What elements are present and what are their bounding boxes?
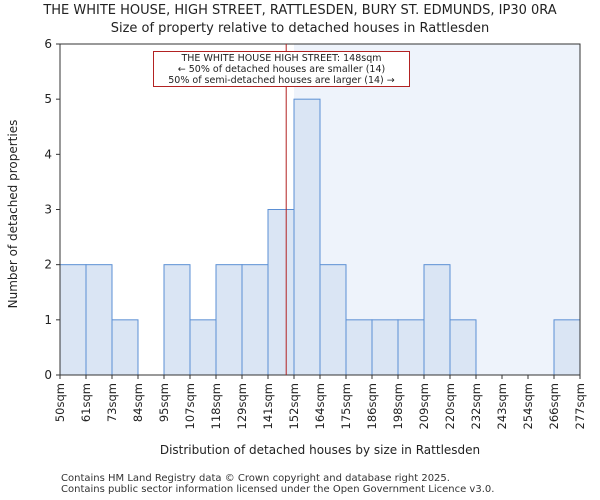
y-tick-label-6: 6	[44, 37, 52, 51]
y-tick-label-3: 3	[44, 203, 52, 217]
x-tick-label-175sqm: 175sqm	[339, 383, 353, 429]
property-annotation-box: THE WHITE HOUSE HIGH STREET: 148sqm ← 50…	[153, 51, 410, 87]
x-tick-label-232sqm: 232sqm	[469, 383, 483, 429]
x-tick-label-61sqm: 61sqm	[79, 383, 93, 422]
y-axis-label: Number of detached properties	[6, 119, 20, 309]
bar-129sqm	[241, 264, 269, 376]
x-tick-label-254sqm: 254sqm	[521, 383, 535, 429]
x-tick-label-141sqm: 141sqm	[261, 383, 275, 429]
bar-209sqm	[423, 264, 451, 376]
chart-subtitle: Size of property relative to detached ho…	[110, 21, 490, 36]
bar-50sqm	[59, 264, 87, 376]
bar-266sqm	[553, 319, 581, 376]
annotation-line-3: 50% of semi-detached houses are larger (…	[168, 75, 395, 86]
chart-title: THE WHITE HOUSE, HIGH STREET, RATTLESDEN…	[43, 3, 557, 18]
bar-95sqm	[163, 264, 191, 376]
x-tick-label-95sqm: 95sqm	[157, 383, 171, 422]
y-tick-label-5: 5	[44, 92, 52, 106]
x-tick-label-107sqm: 107sqm	[183, 383, 197, 429]
annotation-line-2: ← 50% of detached houses are smaller (14…	[177, 64, 386, 75]
x-tick-label-118sqm: 118sqm	[209, 383, 223, 429]
x-tick-label-209sqm: 209sqm	[417, 383, 431, 429]
bar-220sqm	[449, 319, 477, 376]
bar-118sqm	[215, 264, 243, 376]
x-tick-label-277sqm: 277sqm	[573, 383, 587, 429]
bar-61sqm	[85, 264, 113, 376]
x-tick-label-73sqm: 73sqm	[105, 383, 119, 422]
footer-licence: Contains public sector information licen…	[61, 484, 495, 495]
bar-73sqm	[111, 319, 139, 376]
x-tick-label-129sqm: 129sqm	[235, 383, 249, 429]
y-tick-label-2: 2	[44, 258, 52, 272]
y-tick-label-1: 1	[44, 313, 52, 327]
x-tick-label-220sqm: 220sqm	[443, 383, 457, 429]
x-tick-label-266sqm: 266sqm	[547, 383, 561, 429]
bar-152sqm	[293, 98, 321, 376]
y-tick-label-4: 4	[44, 147, 52, 161]
bar-141sqm	[267, 209, 295, 376]
x-tick-label-198sqm: 198sqm	[391, 383, 405, 429]
x-tick-label-164sqm: 164sqm	[313, 383, 327, 429]
x-tick-label-186sqm: 186sqm	[365, 383, 379, 429]
bar-164sqm	[319, 264, 347, 376]
bar-198sqm	[397, 319, 425, 376]
x-tick-label-152sqm: 152sqm	[287, 383, 301, 429]
bar-186sqm	[371, 319, 399, 376]
bar-107sqm	[189, 319, 217, 376]
bar-175sqm	[345, 319, 373, 376]
footer-copyright: Contains HM Land Registry data © Crown c…	[61, 473, 450, 484]
x-tick-label-243sqm: 243sqm	[495, 383, 509, 429]
x-tick-label-84sqm: 84sqm	[131, 383, 145, 422]
x-tick-label-50sqm: 50sqm	[53, 383, 67, 422]
x-axis-label: Distribution of detached houses by size …	[159, 443, 481, 457]
y-tick-label-0: 0	[44, 368, 52, 382]
annotation-line-1: THE WHITE HOUSE HIGH STREET: 148sqm	[181, 53, 382, 64]
